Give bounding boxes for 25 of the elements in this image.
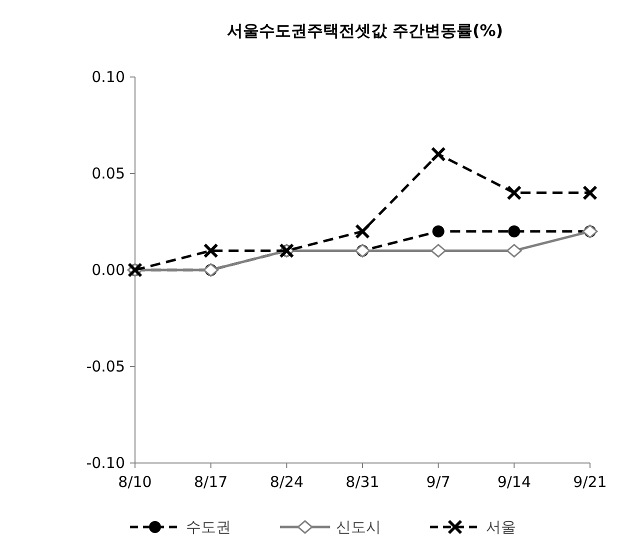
- x-tick-label: 9/14: [497, 473, 532, 491]
- y-tick-label: 0.00: [92, 261, 125, 279]
- legend-label: 수도권: [186, 518, 231, 536]
- point: [432, 225, 444, 238]
- chart-title: 서울수도권주택전셋값 주간변동률(%): [226, 21, 504, 40]
- y-tick-label: -0.05: [86, 358, 125, 376]
- x-tick-label: 9/7: [426, 473, 450, 491]
- point: [430, 146, 446, 162]
- x-tick-label: 8/10: [118, 473, 152, 491]
- point: [430, 244, 446, 258]
- point: [506, 185, 522, 200]
- y-tick-label: 0.05: [92, 164, 125, 182]
- point: [203, 243, 218, 258]
- legend-label: 서울: [486, 518, 516, 536]
- point: [508, 225, 520, 238]
- point: [355, 224, 370, 239]
- point: [506, 244, 522, 258]
- x-tick-label: 8/24: [270, 473, 304, 491]
- legend-label: 신도시: [336, 518, 381, 536]
- y-tick-label: 0.10: [92, 68, 125, 86]
- point: [582, 185, 598, 200]
- x-tick-label: 9/21: [573, 473, 607, 491]
- x-tick-label: 8/17: [194, 473, 228, 491]
- x-tick-label: 8/31: [346, 473, 380, 491]
- y-tick-label: -0.10: [86, 454, 125, 472]
